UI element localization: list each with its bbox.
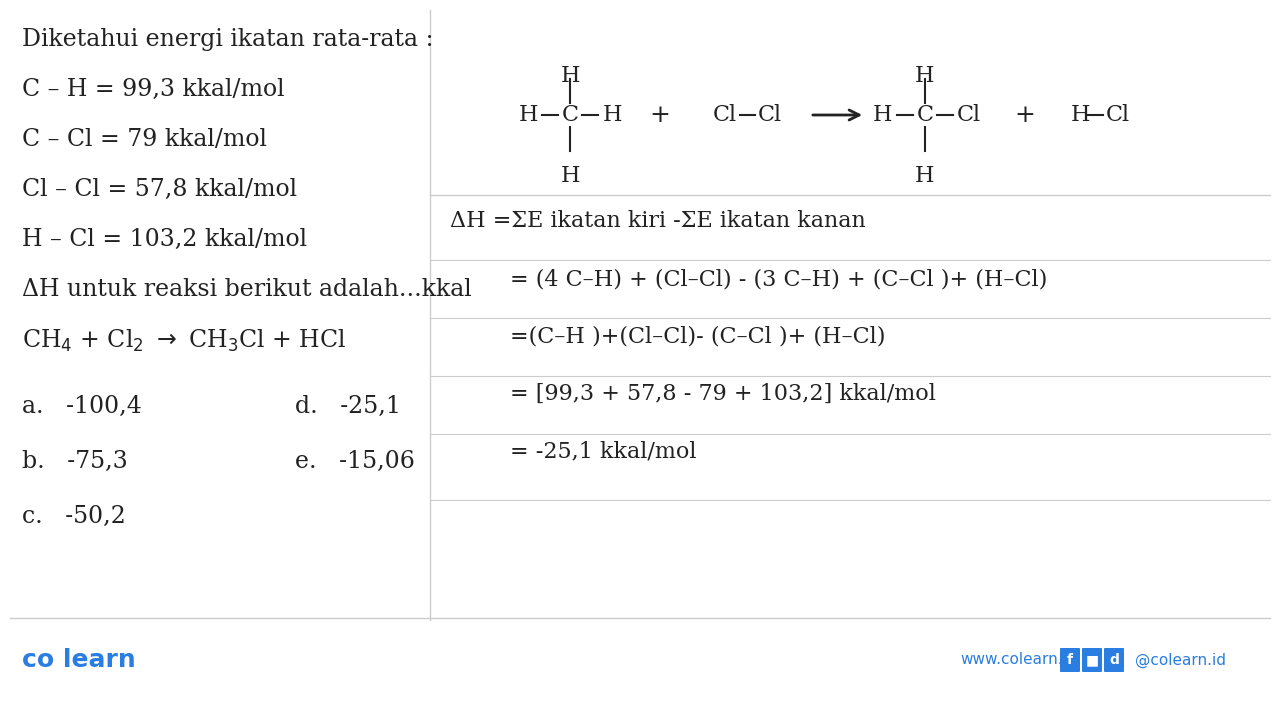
Text: @colearn.id: @colearn.id [1135, 652, 1226, 667]
Text: H: H [873, 104, 892, 126]
Text: C – Cl = 79 kkal/mol: C – Cl = 79 kkal/mol [22, 128, 268, 151]
Text: Diketahui energi ikatan rata-rata :: Diketahui energi ikatan rata-rata : [22, 28, 434, 51]
Text: Cl: Cl [1106, 104, 1130, 126]
FancyBboxPatch shape [1082, 648, 1102, 672]
Text: d.   -25,1: d. -25,1 [294, 395, 401, 418]
Text: d: d [1108, 653, 1119, 667]
Text: +: + [649, 104, 671, 127]
Text: ■: ■ [1085, 653, 1098, 667]
Text: = [99,3 + 57,8 - 79 + 103,2] kkal/mol: = [99,3 + 57,8 - 79 + 103,2] kkal/mol [509, 383, 936, 405]
Text: CH$_4$ + Cl$_2$ $\rightarrow$ CH$_3$Cl + HCl: CH$_4$ + Cl$_2$ $\rightarrow$ CH$_3$Cl +… [22, 328, 346, 354]
Text: e.   -15,06: e. -15,06 [294, 450, 415, 473]
Text: b.   -75,3: b. -75,3 [22, 450, 128, 473]
Text: H: H [518, 104, 538, 126]
Text: = (4 C–H) + (Cl–Cl) - (3 C–H) + (C–Cl )+ (H–Cl): = (4 C–H) + (Cl–Cl) - (3 C–H) + (C–Cl )+… [509, 268, 1047, 290]
Text: H: H [561, 65, 580, 87]
Text: co learn: co learn [22, 648, 136, 672]
Text: Cl: Cl [957, 104, 980, 126]
Text: = -25,1 kkal/mol: = -25,1 kkal/mol [509, 440, 696, 462]
Text: H: H [915, 65, 934, 87]
Text: C: C [916, 104, 933, 126]
Text: Cl – Cl = 57,8 kkal/mol: Cl – Cl = 57,8 kkal/mol [22, 178, 297, 201]
Text: a.   -100,4: a. -100,4 [22, 395, 142, 418]
Text: f: f [1068, 653, 1073, 667]
Text: H: H [561, 165, 580, 187]
Text: ΔH untuk reaksi berikut adalah...kkal: ΔH untuk reaksi berikut adalah...kkal [22, 278, 472, 301]
Text: +: + [1015, 104, 1036, 127]
Text: C – H = 99,3 kkal/mol: C – H = 99,3 kkal/mol [22, 78, 284, 101]
FancyBboxPatch shape [1060, 648, 1080, 672]
Text: =(C–H )+(Cl–Cl)- (C–Cl )+ (H–Cl): =(C–H )+(Cl–Cl)- (C–Cl )+ (H–Cl) [509, 325, 886, 347]
Text: Cl: Cl [713, 104, 737, 126]
Text: c.   -50,2: c. -50,2 [22, 505, 125, 528]
Text: H – Cl = 103,2 kkal/mol: H – Cl = 103,2 kkal/mol [22, 228, 307, 251]
Text: H: H [1070, 104, 1089, 126]
Text: ΔH =ΣE ikatan kiri -ΣE ikatan kanan: ΔH =ΣE ikatan kiri -ΣE ikatan kanan [451, 210, 865, 232]
Text: www.colearn.id: www.colearn.id [960, 652, 1076, 667]
FancyBboxPatch shape [1103, 648, 1124, 672]
Text: C: C [562, 104, 579, 126]
Text: H: H [915, 165, 934, 187]
Text: H: H [603, 104, 622, 126]
Text: Cl: Cl [758, 104, 782, 126]
